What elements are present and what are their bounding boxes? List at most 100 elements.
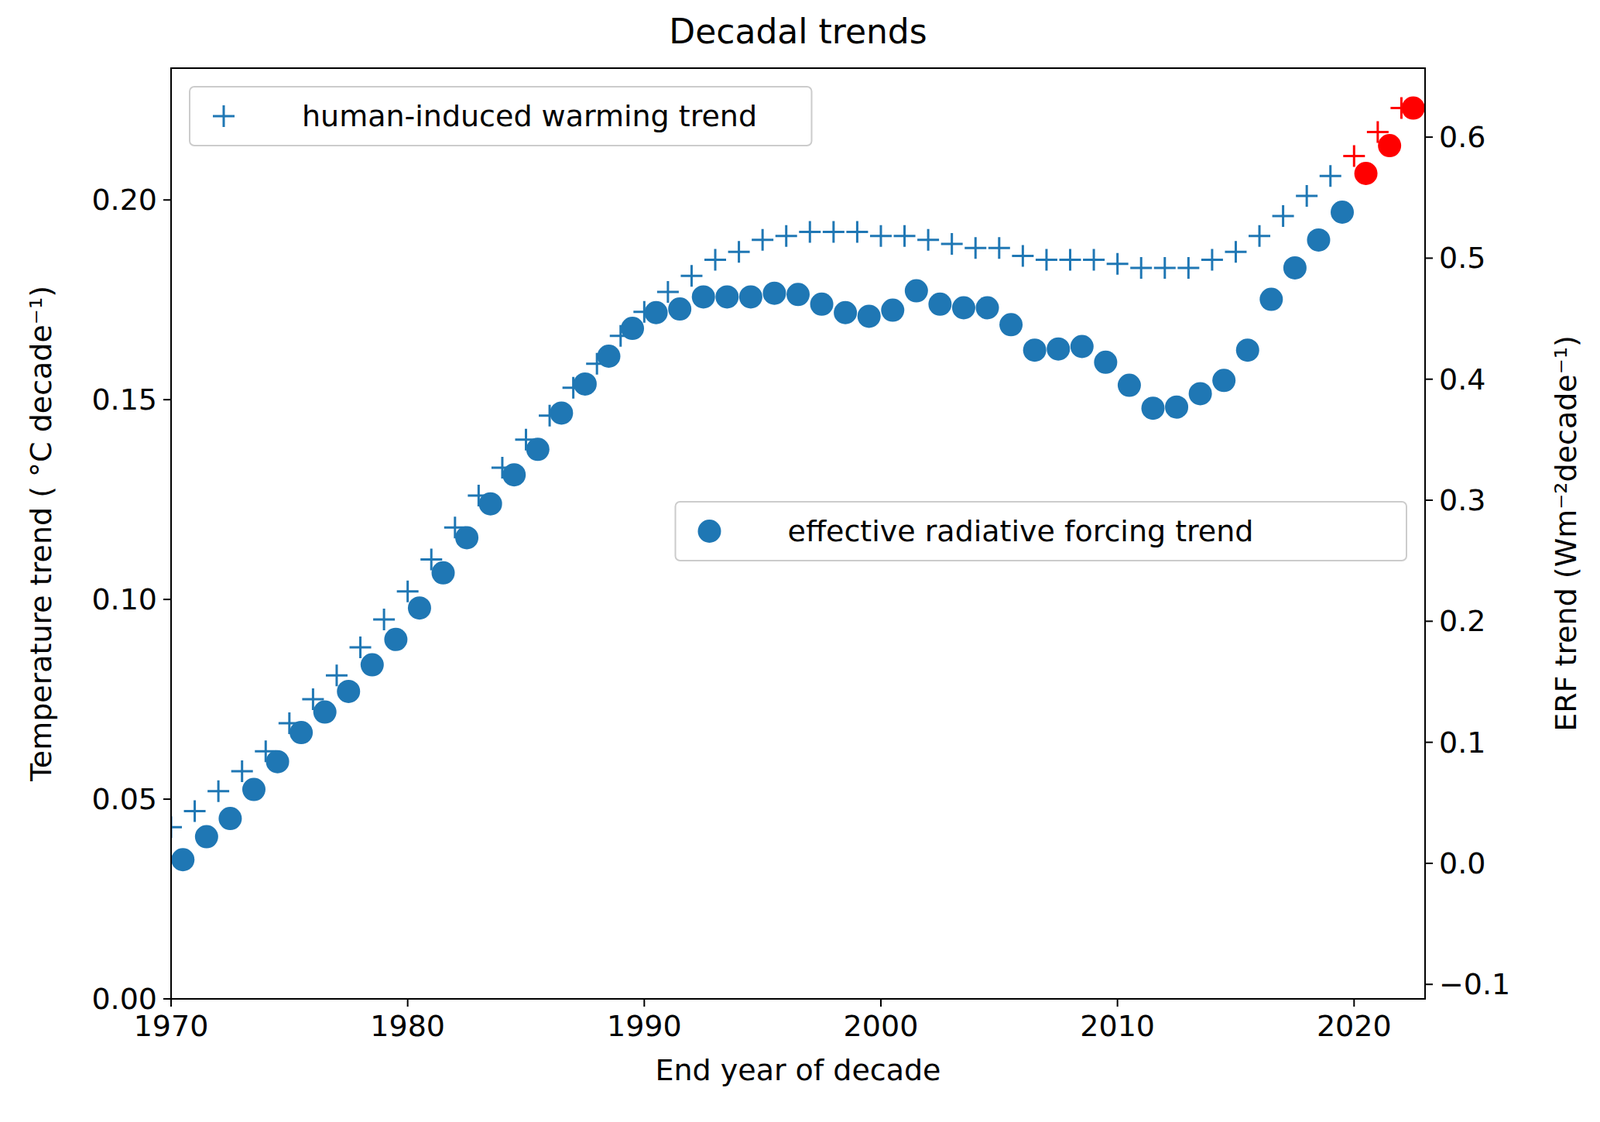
y2-tick	[1425, 378, 1433, 381]
circle-marker	[383, 627, 408, 651]
circle-marker	[644, 301, 669, 325]
plus-marker	[798, 221, 821, 244]
circle-marker	[1117, 373, 1141, 398]
y2-tick	[1425, 620, 1433, 622]
circle-marker	[526, 437, 550, 461]
plus-marker	[941, 232, 963, 255]
y2-tick	[1425, 862, 1433, 864]
y-tick	[163, 398, 172, 401]
x-tick	[1116, 998, 1119, 1007]
plus-marker	[704, 249, 727, 271]
plot-frame	[171, 68, 1426, 999]
plot-area	[171, 96, 1426, 872]
y-tick-label: 0.10	[91, 582, 158, 617]
y2-tick	[1425, 499, 1433, 501]
plus-marker	[1011, 244, 1034, 267]
x-tick	[880, 998, 882, 1007]
plus-marker	[171, 815, 182, 838]
x-axis-label: End year of decade	[654, 1052, 941, 1087]
y2-tick	[1425, 256, 1433, 259]
y2-tick-label: 0.1	[1438, 725, 1486, 760]
circle-marker	[1354, 161, 1378, 186]
plus-marker	[1059, 249, 1082, 271]
y-tick	[163, 798, 172, 800]
circle-marker	[1212, 368, 1236, 392]
circle-marker	[620, 316, 645, 340]
circle-marker	[1046, 337, 1070, 361]
y2-tick	[1425, 136, 1433, 138]
circle-marker	[313, 700, 337, 724]
y2-tick-label: 0.0	[1438, 846, 1486, 881]
x-tick	[1353, 998, 1355, 1007]
plus-marker	[964, 236, 987, 259]
y2-tick	[1425, 983, 1433, 985]
circle-marker	[1188, 381, 1213, 405]
y-tick-label: 0.05	[91, 781, 158, 816]
x-tick	[170, 998, 172, 1007]
plus-marker	[1035, 249, 1058, 271]
y2-axis-label: ERF trend (Wm⁻²decade⁻¹)	[1548, 335, 1583, 732]
y-tick-label: 0.00	[91, 981, 158, 1016]
y2-tick-label: 0.2	[1438, 603, 1486, 638]
plus-marker	[1272, 205, 1295, 227]
circle-marker	[502, 462, 526, 487]
circle-marker	[833, 301, 857, 325]
plus-marker	[1224, 240, 1247, 263]
circle-marker	[1306, 228, 1330, 252]
circle-marker	[715, 284, 739, 309]
circle-marker	[549, 400, 573, 425]
plus-marker	[751, 229, 774, 251]
plus-marker	[207, 780, 230, 802]
plus-marker	[184, 800, 206, 823]
plus-marker	[1319, 164, 1342, 187]
x-tick-label: 1980	[370, 1008, 446, 1043]
legend-frame	[675, 501, 1408, 561]
x-tick	[643, 998, 645, 1007]
y-axis-label: Temperature trend ( °C decade⁻¹)	[23, 285, 59, 782]
plus-marker	[822, 221, 845, 244]
circle-marker	[242, 777, 266, 802]
circle-marker	[739, 284, 763, 309]
y-tick-label: 0.15	[91, 382, 158, 417]
y2-tick-label: 0.3	[1438, 483, 1486, 518]
circle-marker	[904, 279, 929, 303]
plus-marker	[1177, 256, 1200, 279]
circle-marker	[455, 525, 479, 549]
circle-marker	[1070, 335, 1094, 359]
plus-marker	[846, 221, 868, 244]
circle-marker	[976, 295, 1000, 319]
plus-marker	[988, 236, 1011, 259]
y2-tick-label: 0.6	[1438, 119, 1486, 155]
x-tick-label: 2020	[1316, 1008, 1392, 1043]
y2-tick-label: −0.1	[1438, 966, 1511, 1001]
title: Decadal trends	[668, 11, 927, 52]
circle-marker	[1401, 96, 1426, 120]
y2-tick-label: 0.5	[1438, 240, 1486, 275]
circle-marker	[573, 372, 597, 396]
legend-label: human-induced warming trend	[301, 99, 758, 134]
circle-marker	[171, 847, 195, 871]
legend-marker	[212, 105, 235, 127]
circle-marker	[360, 653, 384, 677]
x-tick-label: 2000	[843, 1008, 919, 1043]
plus-marker	[1248, 225, 1271, 247]
circle-marker	[857, 304, 881, 328]
circle-marker	[880, 298, 905, 323]
circle-marker	[1236, 338, 1260, 362]
circle-marker	[810, 292, 834, 316]
circle-marker	[1330, 200, 1354, 224]
circle-marker	[1023, 338, 1047, 362]
legend-label: effective radiative forcing trend	[788, 513, 1254, 549]
circle-marker	[1164, 395, 1189, 419]
circle-marker	[928, 292, 952, 316]
circle-marker	[266, 750, 290, 774]
y2-tick	[1425, 741, 1433, 744]
x-tick-label: 2010	[1079, 1008, 1155, 1043]
chart: Decadal trends1970198019902000201020200.…	[0, 0, 1600, 1122]
circle-marker	[762, 281, 786, 305]
y-tick	[163, 598, 172, 600]
plus-marker	[1201, 249, 1224, 271]
plus-marker	[1154, 256, 1176, 279]
plus-marker	[870, 225, 892, 247]
circle-marker	[786, 282, 810, 306]
